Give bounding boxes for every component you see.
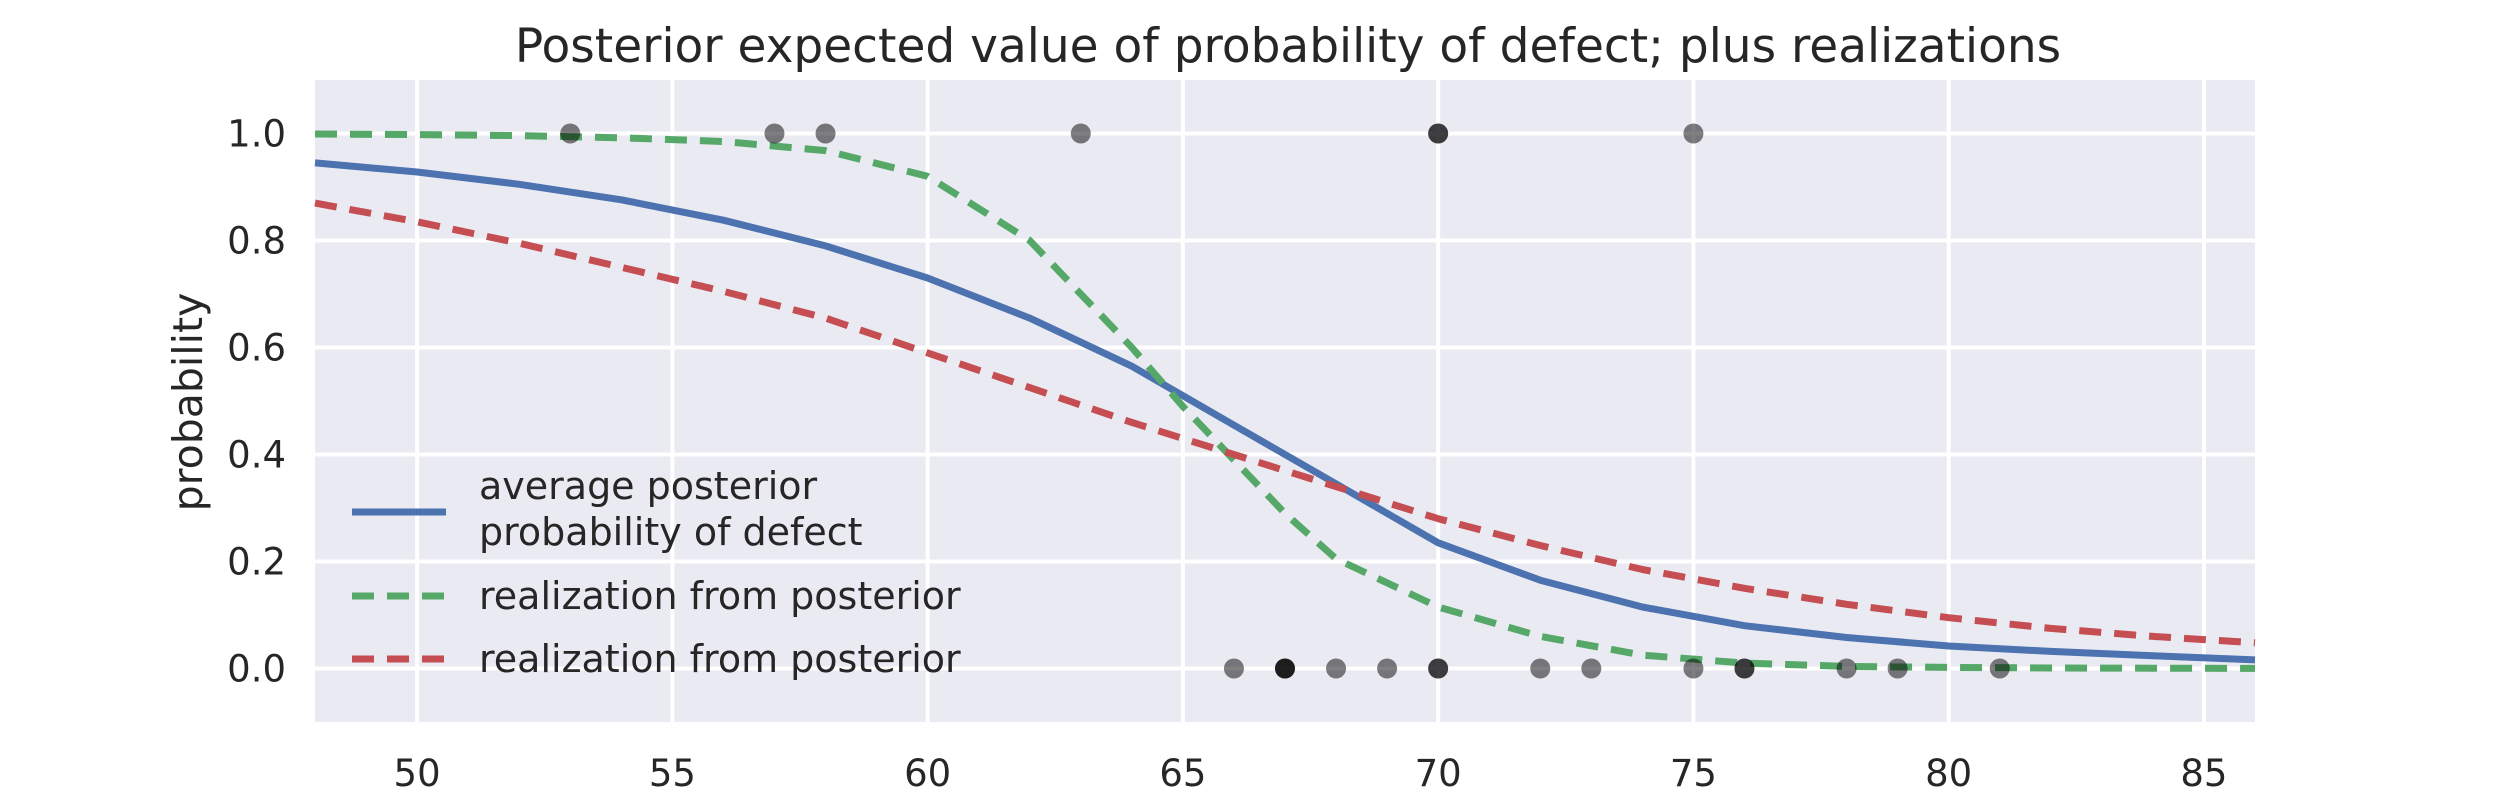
legend-label-2: realization from posterior <box>479 637 961 681</box>
observation-point <box>1070 123 1091 144</box>
series-line-0 <box>314 159 2256 664</box>
observation-point <box>1683 658 1704 679</box>
y-tick-label: 0.0 <box>227 648 286 691</box>
observation-point <box>1581 658 1602 679</box>
observation-point <box>560 123 581 144</box>
y-tick-labels: 0.0 0.2 0.4 0.6 0.8 1.0 <box>227 113 286 691</box>
observation-points <box>560 123 2010 679</box>
observation-point <box>764 123 785 144</box>
y-tick-label: 1.0 <box>227 113 286 156</box>
observation-point <box>815 123 836 144</box>
x-tick-label: 65 <box>1159 752 1206 795</box>
observation-point <box>1887 658 1908 679</box>
x-tick-label: 75 <box>1670 752 1717 795</box>
observation-point <box>1683 123 1704 144</box>
observation-point <box>1734 658 1755 679</box>
observation-point <box>1326 658 1347 679</box>
legend-label-0: average posterior <box>479 464 818 508</box>
x-tick-label: 60 <box>904 752 951 795</box>
observation-point <box>1377 658 1398 679</box>
legend-label-1: realization from posterior <box>479 574 961 618</box>
observation-point <box>1428 658 1449 679</box>
observation-point <box>1530 658 1551 679</box>
series-line-2 <box>314 199 2256 647</box>
legend-label-0: probability of defect <box>479 510 863 554</box>
observation-point <box>1428 123 1449 144</box>
y-tick-label: 0.6 <box>227 327 286 370</box>
plot-area <box>315 80 2255 722</box>
x-tick-label: 55 <box>649 752 696 795</box>
x-tick-label: 80 <box>1925 752 1972 795</box>
y-tick-label: 0.4 <box>227 434 286 477</box>
observation-point <box>1275 658 1295 679</box>
y-axis-label: probability <box>164 293 212 512</box>
x-tick-label: 85 <box>2180 752 2227 795</box>
observation-point <box>1989 658 2010 679</box>
observation-point <box>1223 658 1244 679</box>
x-tick-label: 70 <box>1415 752 1462 795</box>
grid-lines <box>315 80 2255 722</box>
y-tick-label: 0.8 <box>227 220 286 263</box>
chart-title: Posterior expected value of probability … <box>515 19 2061 74</box>
y-tick-label: 0.2 <box>227 541 286 584</box>
observation-point <box>1836 658 1857 679</box>
x-tick-labels: 50 55 60 65 70 75 80 85 <box>394 752 2228 795</box>
x-tick-label: 50 <box>394 752 441 795</box>
